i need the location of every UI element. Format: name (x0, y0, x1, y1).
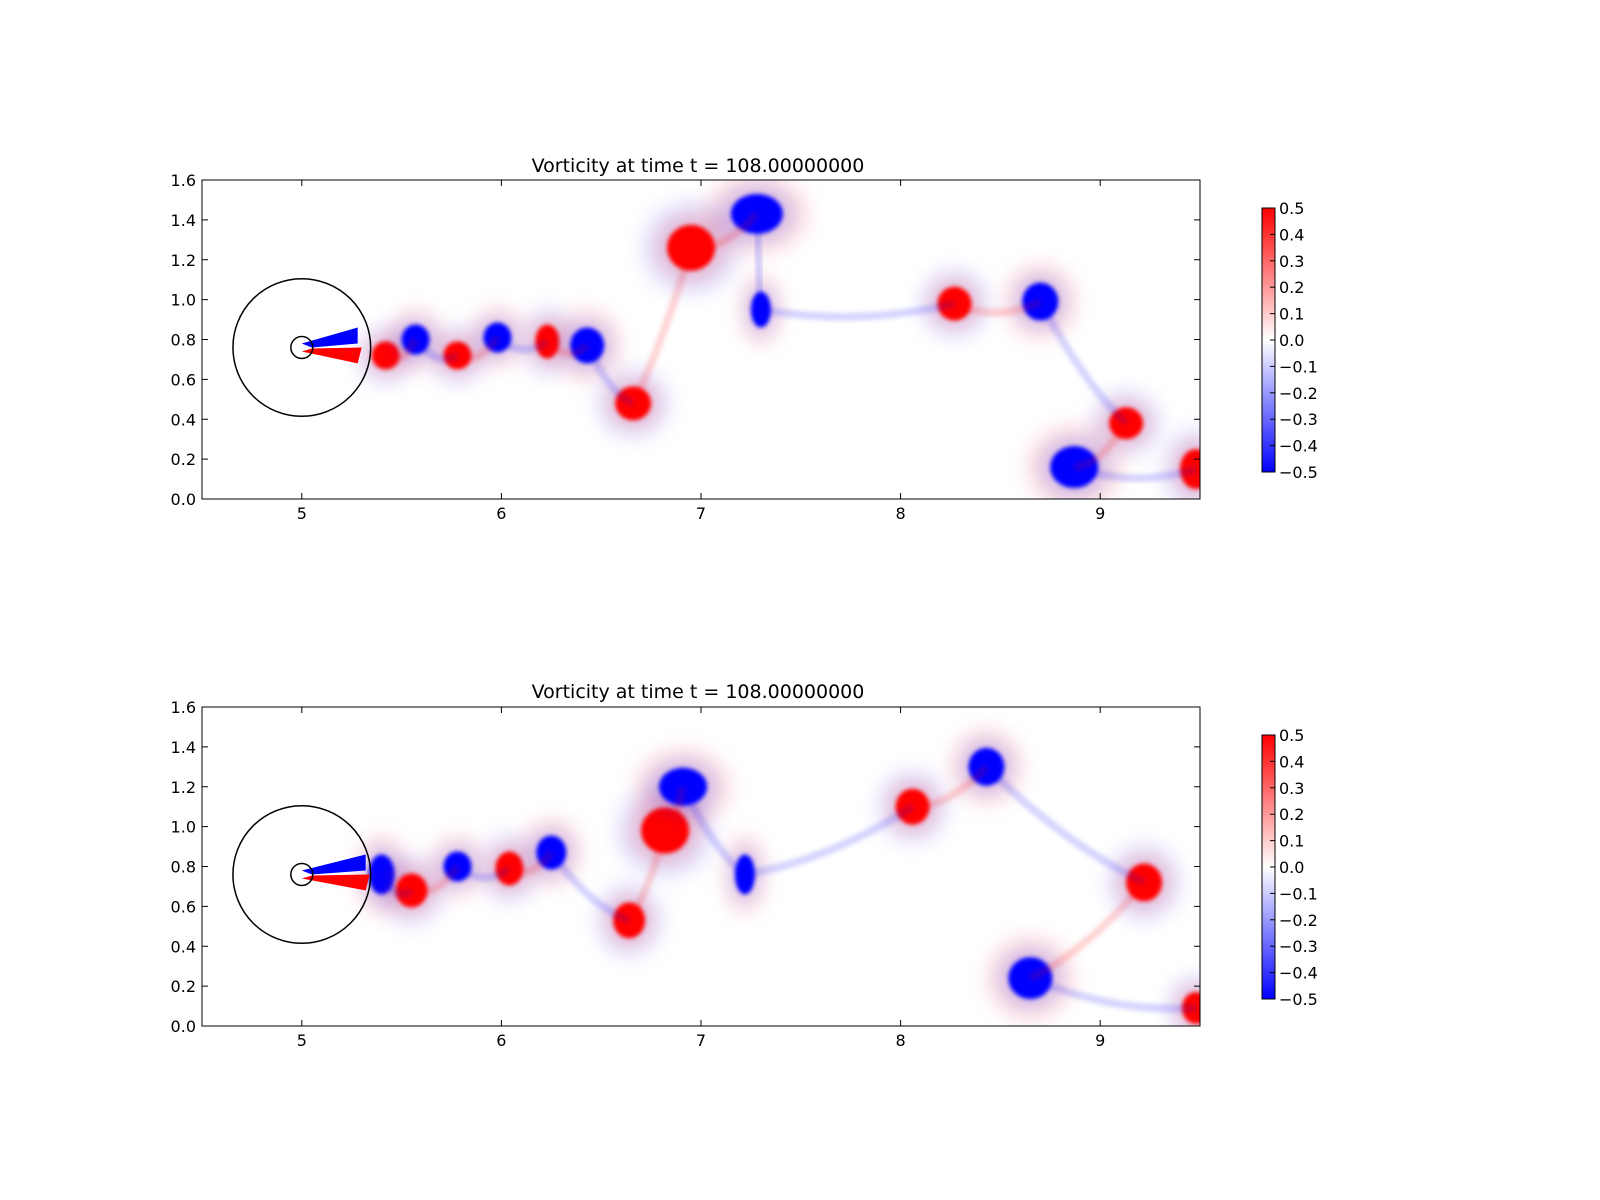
upper-shear-layer (301, 327, 358, 348)
y-tick-label: 1.6 (171, 698, 196, 717)
filament (952, 298, 1043, 317)
filament (410, 864, 461, 896)
filament (912, 764, 990, 811)
upper-shear-layer (301, 854, 366, 875)
colorbar-tick-label: −0.3 (1279, 410, 1318, 429)
subplot-2-colorbar: −0.5 −0.4 −0.3 −0.2 −0.1 0.0 0.1 0.2 0.3 0.4 0.5 (1261, 726, 1318, 1009)
filament (679, 785, 748, 878)
filament (663, 785, 687, 835)
boundary-circle (290, 862, 314, 887)
x-tick-label: 6 (496, 1031, 506, 1050)
filament (494, 334, 550, 354)
subplot-2-y-axis: 0.0 0.2 0.4 0.6 0.8 1.0 1.2 1.4 1.6 (171, 698, 1200, 1036)
colorbar-tick-label: 0.2 (1279, 805, 1304, 824)
colorbar-tick-label: 0.1 (1279, 305, 1304, 324)
filament (378, 872, 415, 898)
x-tick-label: 8 (896, 504, 906, 523)
x-tick-label: 9 (1095, 1031, 1105, 1050)
colorbar-tick-label: 0.3 (1279, 252, 1304, 271)
subplot-2-field (232, 728, 1200, 1026)
y-tick-label: 1.4 (171, 211, 196, 230)
subplot-1-x-axis: 5 6 7 8 9 (297, 180, 1105, 523)
vortex (643, 201, 739, 294)
colorbar-tick-label: 0.0 (1279, 858, 1304, 877)
boundary-circle (232, 277, 372, 418)
y-tick-label: 1.0 (171, 291, 196, 310)
x-tick-label: 5 (297, 504, 307, 523)
filament (383, 337, 420, 363)
filament (690, 211, 760, 252)
y-tick-label: 0.8 (171, 858, 196, 877)
boundary-circle (232, 804, 372, 945)
colorbar-tick-label: −0.5 (1279, 990, 1318, 1009)
x-tick-label: 7 (696, 504, 706, 523)
filament (583, 343, 635, 408)
subplot-1-field (232, 180, 1200, 499)
colorbar-tick-label: 0.3 (1279, 779, 1304, 798)
x-tick-label: 8 (896, 1031, 906, 1050)
filament (760, 299, 956, 321)
y-tick-label: 0.6 (171, 897, 196, 916)
y-tick-label: 1.6 (171, 171, 196, 190)
subplot-2-x-axis: 5 6 7 8 9 (297, 707, 1105, 1050)
filament (455, 335, 501, 363)
colorbar-tick-label: −0.5 (1279, 463, 1318, 482)
filament (1028, 879, 1148, 982)
filament (507, 850, 555, 877)
y-tick-label: 0.4 (171, 410, 196, 429)
x-tick-label: 5 (297, 1031, 307, 1050)
filament (454, 863, 512, 882)
filament (548, 850, 631, 925)
filament (744, 803, 915, 879)
y-tick-label: 1.2 (171, 251, 196, 270)
subplot-1-title: Vorticity at time t = 108.00000000 (532, 155, 865, 177)
filament (629, 246, 695, 406)
colorbar-tick-label: −0.4 (1279, 964, 1318, 983)
colorbar-tick-label: 0.4 (1279, 752, 1304, 771)
lower-shear-layer (301, 347, 362, 364)
filament (544, 338, 590, 358)
y-tick-label: 0.0 (171, 1017, 196, 1036)
boundary-circle (290, 335, 314, 360)
colorbar-tick-label: 0.4 (1279, 225, 1304, 244)
colorbar-tick-label: −0.4 (1279, 437, 1318, 456)
subplot-2: Vorticity at time t = 108.00000000 5 6 7 8 9… (171, 681, 1318, 1050)
filament (1036, 299, 1129, 427)
colorbar-tick-label: 0.0 (1279, 331, 1304, 350)
filament (1072, 463, 1198, 483)
y-tick-label: 0.2 (171, 450, 196, 469)
colorbar-tick-label: 0.1 (1279, 832, 1304, 851)
colorbar-tick-label: −0.1 (1279, 357, 1318, 376)
filament (983, 763, 1146, 887)
filament (412, 337, 460, 363)
filament (752, 213, 765, 310)
subplot-1-y-axis: 0.0 0.2 0.4 0.6 0.8 1.0 1.2 1.4 1.6 (171, 171, 1200, 509)
y-tick-label: 0.8 (171, 331, 196, 350)
y-tick-label: 1.0 (171, 818, 196, 837)
y-tick-label: 1.2 (171, 778, 196, 797)
colorbar-tick-label: −0.1 (1279, 884, 1318, 903)
x-tick-label: 6 (496, 504, 506, 523)
x-tick-label: 7 (696, 1031, 706, 1050)
colorbar-tick-label: 0.2 (1279, 278, 1304, 297)
subplot-1: Vorticity at time t = 108.00000000 5 6 7 8 9… (171, 155, 1318, 523)
colorbar-tick-label: −0.3 (1279, 937, 1318, 956)
colorbar-tick-label: −0.2 (1279, 384, 1318, 403)
subplot-1-colorbar: −0.5 −0.4 −0.3 −0.2 −0.1 0.0 0.1 0.2 0.3 0.4 0.5 (1261, 199, 1318, 482)
filament (1028, 974, 1197, 1013)
y-tick-label: 1.4 (171, 738, 196, 757)
colorbar-tick-label: −0.2 (1279, 911, 1318, 930)
subplot-2-title: Vorticity at time t = 108.00000000 (532, 681, 865, 703)
colorbar-tick-label: 0.5 (1279, 726, 1304, 745)
colorbar-tick-label: 0.5 (1279, 199, 1304, 218)
lower-shear-layer (301, 874, 370, 891)
y-tick-label: 0.4 (171, 937, 196, 956)
x-tick-label: 9 (1095, 504, 1105, 523)
y-tick-label: 0.6 (171, 370, 196, 389)
y-tick-label: 0.0 (171, 490, 196, 509)
y-tick-label: 0.2 (171, 977, 196, 996)
filament (625, 829, 669, 923)
